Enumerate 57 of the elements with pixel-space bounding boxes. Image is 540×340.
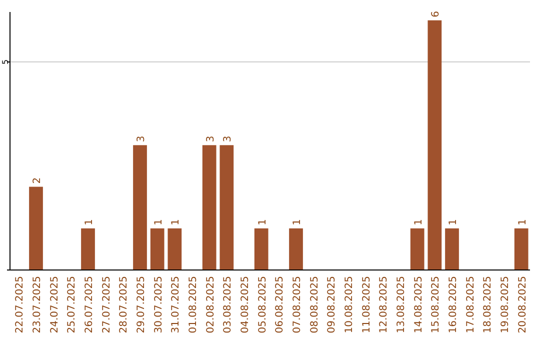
x-tick-label: 17.08.2025 xyxy=(465,276,476,334)
x-tick-label: 01.08.2025 xyxy=(188,276,199,334)
bar xyxy=(445,228,459,270)
x-tick-label: 07.08.2025 xyxy=(292,276,303,334)
x-tick-label: 09.08.2025 xyxy=(326,276,338,334)
bar xyxy=(133,145,147,270)
x-tick-label: 22.07.2025 xyxy=(14,276,26,334)
data-label: 1 xyxy=(517,219,528,226)
x-tick-label: 14.08.2025 xyxy=(413,276,424,334)
x-tick-label: 25.07.2025 xyxy=(66,276,78,334)
data-label: 3 xyxy=(136,136,147,142)
x-tick-label: 15.08.2025 xyxy=(430,276,442,334)
bar xyxy=(289,228,303,270)
data-label: 1 xyxy=(257,219,268,226)
bar xyxy=(410,228,424,270)
bar xyxy=(254,228,268,270)
x-tick-label: 11.08.2025 xyxy=(361,276,372,334)
x-tick-label: 29.07.2025 xyxy=(136,276,147,334)
bar xyxy=(81,228,95,270)
bar xyxy=(220,145,234,270)
data-label: 1 xyxy=(413,219,424,226)
y-tick-label: 5 xyxy=(1,59,10,64)
x-tick-label: 05.08.2025 xyxy=(257,276,268,334)
bar xyxy=(514,228,528,270)
x-tick-label: 24.07.2025 xyxy=(49,276,60,334)
data-label: 1 xyxy=(153,219,164,226)
data-label: 3 xyxy=(222,136,234,142)
x-tick-label: 26.07.2025 xyxy=(84,276,95,334)
x-tick-label: 23.07.2025 xyxy=(32,276,43,334)
bar xyxy=(428,20,442,270)
x-tick-label: 02.08.2025 xyxy=(205,276,216,334)
data-label: 1 xyxy=(292,219,303,226)
data-label: 3 xyxy=(205,136,216,142)
x-tick-label: 31.07.2025 xyxy=(170,276,182,334)
x-tick-label: 27.07.2025 xyxy=(101,276,112,334)
x-tick-label: 13.08.2025 xyxy=(396,276,407,334)
data-label: 1 xyxy=(84,219,95,226)
bar xyxy=(150,228,164,270)
x-tick-label: 19.08.2025 xyxy=(500,276,511,334)
bar xyxy=(29,186,43,270)
data-label: 6 xyxy=(430,10,442,18)
x-tick-label: 16.08.2025 xyxy=(448,276,459,334)
x-tick-label: 03.08.2025 xyxy=(222,276,234,334)
x-tick-label: 12.08.2025 xyxy=(378,276,390,334)
data-label: 2 xyxy=(32,177,43,184)
x-tick-label: 28.07.2025 xyxy=(118,276,130,334)
x-tick-label: 18.08.2025 xyxy=(482,276,494,334)
bar xyxy=(202,145,216,270)
x-tick-label: 10.08.2025 xyxy=(344,276,355,334)
x-tick-label: 06.08.2025 xyxy=(274,276,286,334)
x-tick-label: 08.08.2025 xyxy=(309,276,320,334)
bar xyxy=(168,228,182,270)
x-tick-label: 20.08.2025 xyxy=(517,276,528,334)
data-label: 1 xyxy=(170,219,182,226)
data-label: 1 xyxy=(448,219,459,226)
x-tick-label: 04.08.2025 xyxy=(240,276,251,334)
x-tick-label: 30.07.2025 xyxy=(153,276,164,334)
